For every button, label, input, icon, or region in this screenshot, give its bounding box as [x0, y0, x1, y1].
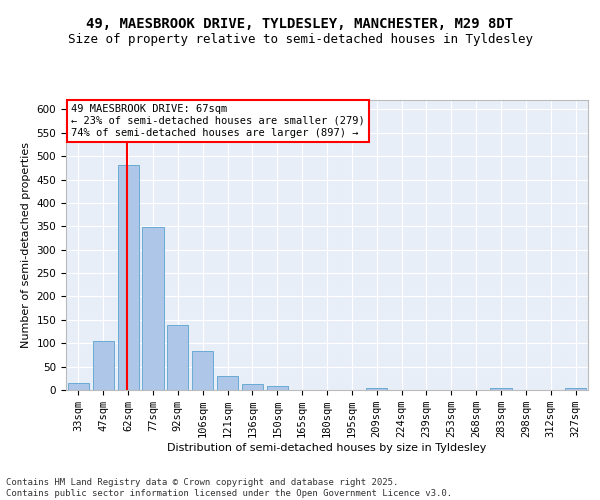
- Bar: [565, 388, 586, 390]
- Bar: [192, 351, 213, 390]
- Y-axis label: Number of semi-detached properties: Number of semi-detached properties: [21, 142, 31, 348]
- Bar: [267, 386, 288, 390]
- Bar: [93, 341, 114, 390]
- Bar: [490, 388, 512, 390]
- X-axis label: Distribution of semi-detached houses by size in Tyldesley: Distribution of semi-detached houses by …: [167, 443, 487, 453]
- Bar: [167, 324, 188, 390]
- Bar: [68, 383, 89, 390]
- Bar: [142, 227, 164, 390]
- Bar: [118, 166, 139, 390]
- Text: 49 MAESBROOK DRIVE: 67sqm
← 23% of semi-detached houses are smaller (279)
74% of: 49 MAESBROOK DRIVE: 67sqm ← 23% of semi-…: [71, 104, 365, 138]
- Bar: [242, 384, 263, 390]
- Text: Contains HM Land Registry data © Crown copyright and database right 2025.
Contai: Contains HM Land Registry data © Crown c…: [6, 478, 452, 498]
- Bar: [366, 388, 387, 390]
- Bar: [217, 376, 238, 390]
- Text: 49, MAESBROOK DRIVE, TYLDESLEY, MANCHESTER, M29 8DT: 49, MAESBROOK DRIVE, TYLDESLEY, MANCHEST…: [86, 18, 514, 32]
- Text: Size of property relative to semi-detached houses in Tyldesley: Size of property relative to semi-detach…: [67, 32, 533, 46]
